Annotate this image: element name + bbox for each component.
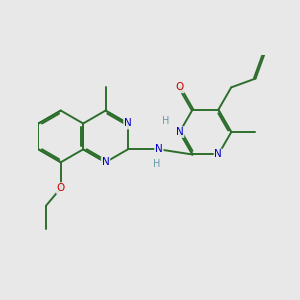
Text: H: H xyxy=(162,116,169,125)
Text: N: N xyxy=(176,127,184,137)
Text: H: H xyxy=(153,158,160,169)
Text: N: N xyxy=(214,149,222,160)
Text: N: N xyxy=(155,144,163,154)
Text: O: O xyxy=(57,183,65,193)
Text: N: N xyxy=(102,157,110,167)
Text: N: N xyxy=(124,118,132,128)
Text: O: O xyxy=(176,82,184,92)
